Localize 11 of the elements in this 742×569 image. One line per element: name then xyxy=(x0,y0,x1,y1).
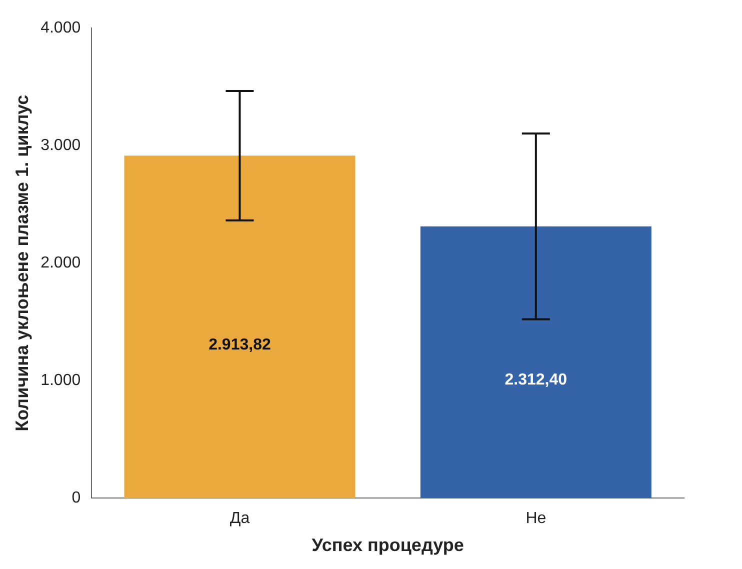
x-tick-label: Не xyxy=(526,510,546,528)
y-tick-label: 3.000 xyxy=(40,136,81,154)
y-tick-label: 4.000 xyxy=(40,19,81,36)
y-axis-title: Количина уклоњене плазме 1. циклус xyxy=(12,94,32,432)
x-tick-label: Да xyxy=(230,510,250,528)
y-tick-label: 2.000 xyxy=(40,254,81,272)
data-label: 2.913,82 xyxy=(208,336,271,354)
y-tick-label: 1.000 xyxy=(40,372,81,390)
y-tick-label: 0 xyxy=(72,490,81,507)
data-label: 2.312,40 xyxy=(504,372,568,389)
x-axis-title: Успех процедуре xyxy=(312,535,464,556)
